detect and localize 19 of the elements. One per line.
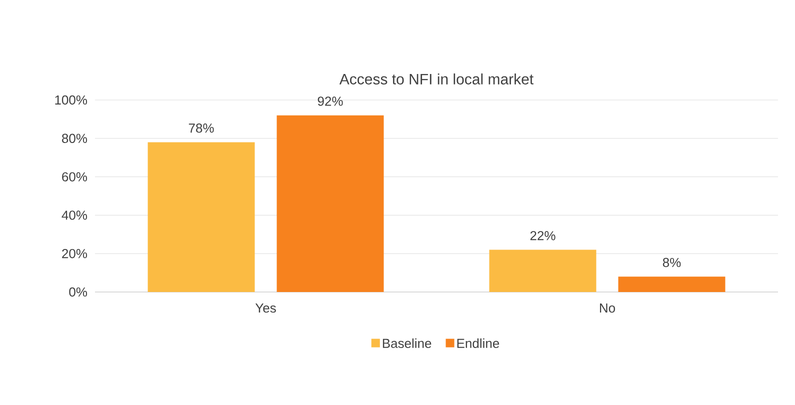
data-label: 8% xyxy=(662,258,681,268)
y-tick-label: 100% xyxy=(55,95,88,105)
y-tick-label: 0% xyxy=(69,287,88,297)
y-tick-label: 40% xyxy=(62,210,88,220)
y-tick-label: 80% xyxy=(62,134,88,143)
bar xyxy=(489,250,596,292)
y-tick-label: 20% xyxy=(62,248,88,258)
bar xyxy=(276,115,384,292)
y-tick-label: 60% xyxy=(62,172,88,182)
data-label: 78% xyxy=(188,124,214,133)
data-label: 92% xyxy=(318,96,343,106)
x-tick-label: Yes xyxy=(255,304,276,313)
bar xyxy=(618,276,726,292)
chart-title: Access to NFI in local market xyxy=(339,73,534,84)
legend-label: Endline xyxy=(457,338,500,348)
x-tick-label: No xyxy=(600,304,616,313)
bar xyxy=(148,142,255,292)
legend-label: Baseline xyxy=(382,338,432,348)
data-label: 22% xyxy=(530,231,556,240)
